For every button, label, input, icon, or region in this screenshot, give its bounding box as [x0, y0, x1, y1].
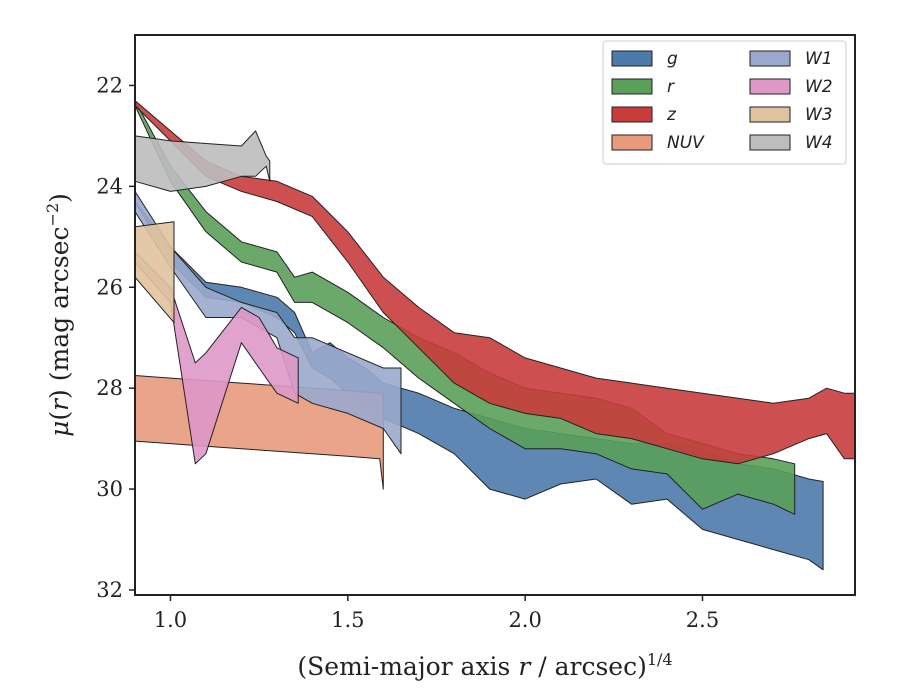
band-w2 — [134, 251, 299, 465]
x-tick-label: 2.5 — [686, 608, 719, 632]
y-axis: 22 24 26 28 30 32 — [96, 73, 135, 602]
legend-swatch-w3 — [749, 106, 791, 123]
legend-frame — [602, 40, 847, 165]
band-w1 — [134, 190, 402, 455]
legend-swatch-g — [611, 50, 653, 67]
legend: grz NUV W1 W2 W3 W4 — [602, 40, 847, 165]
legend-label-w2: W2 — [805, 77, 833, 97]
legend-swatch-w2 — [749, 78, 791, 95]
legend-swatch-r — [611, 78, 653, 95]
legend-label-w4: W4 — [805, 133, 833, 153]
y-tick-label: 26 — [96, 275, 123, 299]
y-tick-label: 24 — [96, 174, 123, 198]
plot-frame — [134, 34, 856, 596]
y-tick-label: 28 — [96, 376, 123, 400]
band-w4 — [134, 130, 271, 192]
legend-label-r: r — [667, 77, 675, 97]
x-tick-label: 2.0 — [508, 608, 541, 632]
legend-swatch-z — [611, 106, 653, 123]
legend-swatch-w4 — [749, 134, 791, 151]
y-tick-label: 30 — [96, 477, 123, 501]
legend-label-nuv: NUV — [667, 133, 705, 153]
legend-label-w1: W1 — [805, 49, 833, 69]
x-axis: 1.0 1.5 2.0 2.5 — [154, 595, 719, 632]
y-axis-label: μ(r) (mag arcsec−2) — [43, 193, 74, 437]
y-tick-label: 22 — [96, 73, 123, 97]
legend-label-z: z — [666, 105, 677, 125]
legend-label-w3: W3 — [805, 105, 833, 125]
series-layer — [134, 100, 856, 571]
legend-label-g: g — [667, 49, 678, 69]
legend-swatch-w1 — [749, 50, 791, 67]
x-tick-label: 1.5 — [331, 608, 364, 632]
x-tick-label: 1.0 — [154, 608, 187, 632]
x-axis-label: (Semi-major axis r / arcsec)1/4 — [297, 650, 672, 681]
legend-swatch-nuv — [611, 134, 653, 151]
y-tick-label: 32 — [96, 578, 123, 602]
